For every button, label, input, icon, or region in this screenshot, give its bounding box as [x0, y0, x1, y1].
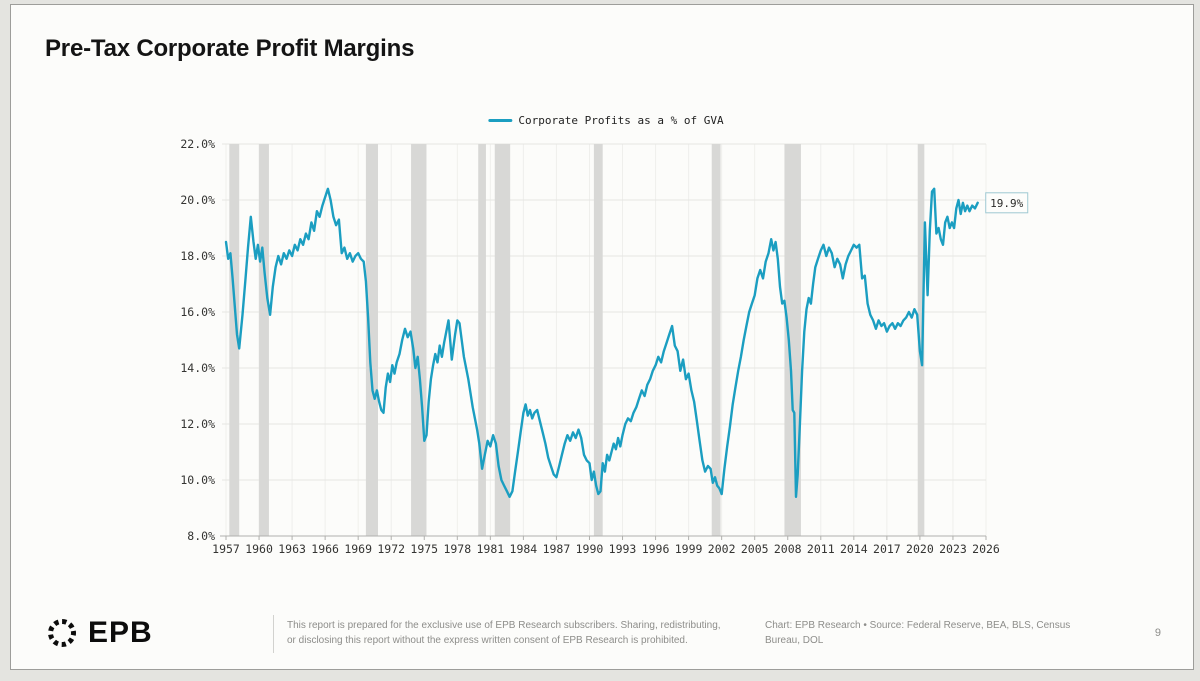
legend-line-swatch [488, 118, 513, 123]
y-axis-label: 18.0% [180, 249, 215, 263]
credit-line-2: Bureau, DOL [765, 635, 824, 646]
page-title: Pre-Tax Corporate Profit Margins [45, 35, 415, 62]
x-axis-label: 2014 [840, 542, 868, 556]
x-axis-label: 1990 [576, 542, 604, 556]
data-line [224, 187, 979, 498]
x-axis-label: 1978 [443, 542, 471, 556]
y-axis-label: 10.0% [180, 473, 215, 487]
recession-band [229, 144, 240, 536]
y-axis-label: 14.0% [180, 361, 215, 375]
credit-line-1: Chart: EPB Research • Source: Federal Re… [765, 620, 1071, 631]
last-value-callout [985, 192, 1029, 214]
x-axis-label: 2017 [873, 542, 901, 556]
y-axis-label: 16.0% [180, 305, 215, 319]
recession-band [784, 144, 801, 536]
legend-label: Corporate Profits as a % of GVA [518, 114, 724, 127]
recession-band [917, 144, 925, 536]
x-axis-label: 1981 [476, 542, 504, 556]
recession-band [711, 144, 721, 536]
x-axis-label: 2011 [807, 542, 835, 556]
x-axis-label: 1999 [675, 542, 703, 556]
x-axis-label: 1957 [212, 542, 240, 556]
x-axis-label: 1984 [510, 542, 538, 556]
x-axis-label: 1969 [344, 542, 372, 556]
profit-margins-chart: 1957 1960 1963 1966 1969 1972 1975 1978 1981 1984… [180, 137, 1029, 556]
disclaimer-text: This report is prepared for the exclusiv… [287, 618, 747, 648]
x-axis-label: 1960 [245, 542, 273, 556]
x-axis-label: 2008 [774, 542, 802, 556]
x-axis-label: 1996 [642, 542, 670, 556]
disclaimer-line-1: This report is prepared for the exclusiv… [287, 620, 721, 631]
recession-band [478, 144, 486, 536]
x-axis-label: 1966 [311, 542, 339, 556]
x-axis-label: 2005 [741, 542, 769, 556]
x-axis-label: 2023 [939, 542, 967, 556]
x-axis-label: 1972 [377, 542, 405, 556]
recession-band [593, 144, 603, 536]
disclaimer-line-2: or disclosing this report without the ex… [287, 635, 688, 646]
x-axis-label: 1987 [543, 542, 571, 556]
x-axis-label: 2026 [972, 542, 1000, 556]
y-axis-label: 22.0% [180, 137, 215, 151]
y-axis-label: 8.0% [187, 529, 215, 543]
epb-logo: EPB [45, 611, 153, 655]
recession-band [494, 144, 511, 536]
epb-logo-icon [48, 619, 76, 647]
footer-divider [273, 615, 274, 653]
brand-name: EPB [88, 616, 153, 649]
page-number: 9 [1154, 627, 1161, 639]
y-axis-label: 20.0% [180, 193, 215, 207]
x-axis-label: 1963 [278, 542, 306, 556]
recession-band [411, 144, 427, 536]
recession-band [259, 144, 269, 536]
x-axis-label: 1993 [609, 542, 637, 556]
chart-legend: Corporate Profits as a % of GVA [488, 114, 724, 127]
report-slide: Pre-Tax Corporate Profit Margins Corpora… [10, 4, 1194, 670]
x-axis-label: 1975 [410, 542, 438, 556]
x-axis-label: 2020 [906, 542, 934, 556]
y-axis-label: 12.0% [180, 417, 215, 431]
x-axis-label: 2002 [708, 542, 736, 556]
recession-band [365, 144, 378, 536]
chart-credit-text: Chart: EPB Research • Source: Federal Re… [765, 618, 1095, 648]
last-value-label: 19.9% [990, 197, 1023, 210]
